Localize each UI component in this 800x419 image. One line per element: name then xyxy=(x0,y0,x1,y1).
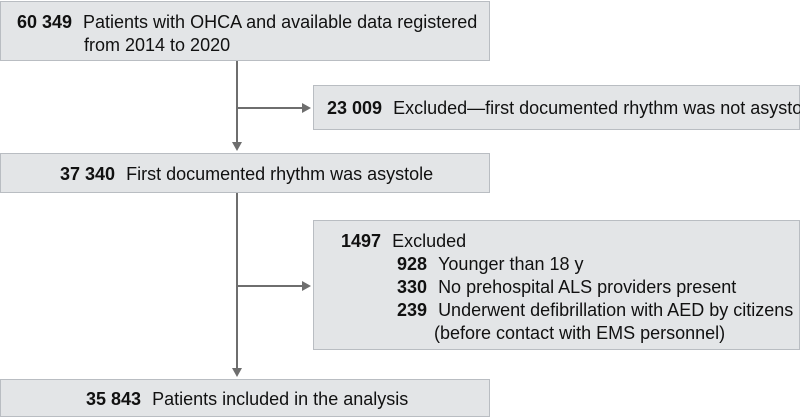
registered-label-line2: from 2014 to 2020 xyxy=(84,35,231,55)
connector-2-vertical xyxy=(236,193,238,368)
included-count: 35 843 xyxy=(86,389,142,409)
excluded-age-label: Younger than 18 y xyxy=(438,254,584,274)
excluded-not-asystole-count: 23 009 xyxy=(327,98,383,118)
asystole-label: First documented rhythm was asystole xyxy=(126,164,434,184)
excluded-aed-label-line2: (before contact with EMS personnel) xyxy=(434,323,726,343)
excluded-aed-label-line1: Underwent defibrillation with AED by cit… xyxy=(438,300,794,320)
connector-2-arrowhead xyxy=(232,368,242,377)
box-asystole: 37 340 First documented rhythm was asyst… xyxy=(0,153,490,193)
excluded-total-label: Excluded xyxy=(392,231,467,251)
included-label: Patients included in the analysis xyxy=(152,389,409,409)
connector-1-vertical xyxy=(236,61,238,142)
excluded-no-als-count: 330 xyxy=(397,277,428,297)
excluded-age-count: 928 xyxy=(397,254,428,274)
box-excluded-criteria: 1497 Excluded 928 Younger than 18 y 330 … xyxy=(313,220,800,350)
registered-count: 60 349 xyxy=(16,12,72,32)
excluded-no-als-label: No prehospital ALS providers present xyxy=(438,277,737,297)
registered-label-line1: Patients with OHCA and available data re… xyxy=(83,12,478,32)
box-registered-patients: 60 349 Patients with OHCA and available … xyxy=(0,1,490,61)
box-included-patients: 35 843 Patients included in the analysis xyxy=(0,379,490,417)
box-excluded-not-asystole: 23 009 Excluded—first documented rhythm … xyxy=(313,85,800,130)
connector-1-branch xyxy=(236,107,302,109)
excluded-not-asystole-label: Excluded—first documented rhythm was not… xyxy=(393,98,800,118)
connector-1-arrowhead xyxy=(232,142,242,151)
asystole-count: 37 340 xyxy=(60,164,116,184)
connector-2-branch xyxy=(236,285,302,287)
excluded-total-count: 1497 xyxy=(341,231,382,251)
connector-1-branch-arrowhead xyxy=(302,103,311,113)
excluded-aed-count: 239 xyxy=(397,300,428,320)
connector-2-branch-arrowhead xyxy=(302,281,311,291)
